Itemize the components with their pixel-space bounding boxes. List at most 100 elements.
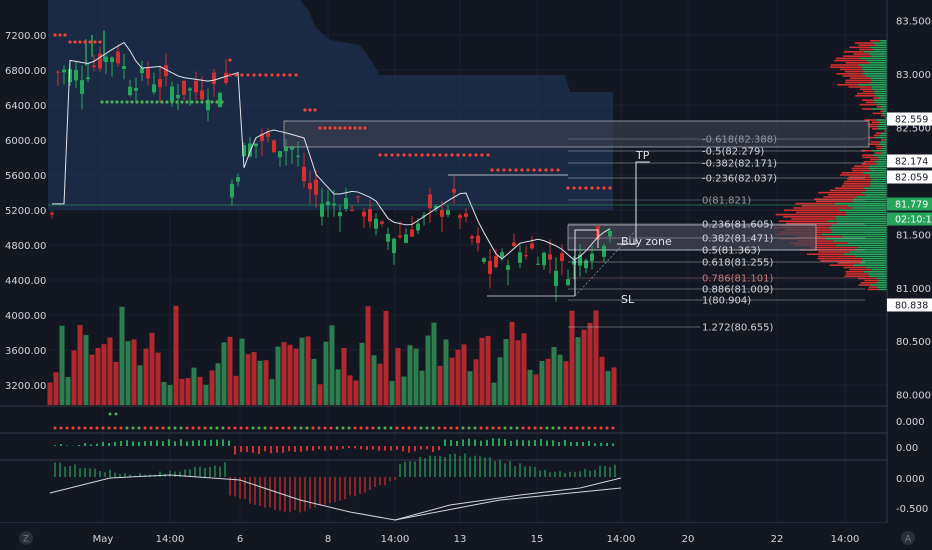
sar-dot [145,100,149,104]
profile-bar-green [869,275,887,277]
panel1-dot [287,426,291,430]
volume-bar [593,310,599,405]
profile-bar-red [806,253,845,255]
profile-bar-red [778,220,828,222]
panel1-dot [539,426,543,430]
profile-bar-red [867,143,879,145]
volume-bar [431,322,437,405]
candle-body [110,57,114,63]
profile-bar-green [869,62,887,64]
panel1-dot [185,426,189,430]
profile-bar-green [870,185,887,187]
panel1-dot [137,426,141,430]
volume-bar [77,325,83,405]
panel1-dot [269,426,273,430]
candle-body [320,203,324,217]
profile-bar-green [835,216,887,218]
panel1-dot [545,426,549,430]
candle-body [296,155,300,157]
candle-body [374,218,378,229]
profile-bar-green [881,106,887,108]
left-axis-label: 3600.00 [5,346,46,357]
candle-body [158,79,162,88]
sar-dot [486,153,490,157]
sar-dot [270,73,274,77]
volume-bar [575,337,581,405]
sar-dot [190,100,194,104]
profile-bar-green [871,88,887,90]
profile-bar-green [878,128,887,130]
volume-bar [443,339,449,405]
profile-bar-green [836,222,887,225]
profile-bar-green [874,161,887,163]
fibonacci-levels[interactable]: -0.618(82.388)-0.5(82.279)-0.382(82.171)… [48,135,887,334]
profile-bar-red [858,284,871,286]
candle-body [428,194,432,209]
sar-dot [363,126,367,130]
panel1-dot [491,426,495,430]
profile-bar-red [868,286,877,288]
panel1-dot [395,426,399,430]
buy-zone-label: Buy zone [621,235,672,248]
profile-bar-red [866,123,879,126]
panel1-dot [473,426,477,430]
candle-body [128,86,132,96]
profile-bar-red [847,178,873,181]
price-badge-label: 82.059 [895,173,928,184]
panel1-dot [509,426,513,430]
profile-bar-green [828,227,887,229]
profile-bar-green [859,57,887,60]
candle-body [464,213,468,217]
profile-bar-red [844,70,865,73]
sar-dot [78,40,82,44]
panel1-dot [83,426,87,430]
panel1-dot [209,426,213,430]
profile-bar-red [830,66,863,68]
volume-bar [353,380,359,405]
fib-label: 1.272(80.655) [702,323,774,334]
sar-dot [602,186,606,190]
panel1-dot [347,426,351,430]
profile-bar-green [831,224,887,227]
panel1-dot [53,426,57,430]
volume-bar [89,354,95,405]
fib-label: 0.886(81.009) [702,285,774,296]
profile-bar-red [843,51,865,53]
candle-body [362,211,366,217]
profile-bar-green [876,286,887,288]
panel1-dot [221,426,225,430]
profile-bar-red [817,257,863,260]
candle-body [470,236,474,239]
candle-body [488,260,492,274]
sar-dot [408,153,412,157]
candle-body [434,206,438,209]
profile-bar-green [862,73,887,75]
profile-bar-green [853,264,887,266]
price-badge [887,212,932,226]
candle-body [446,210,450,215]
candle-body [212,72,216,84]
sar-dot [155,100,159,104]
price-badge-label: 82.559 [895,115,928,126]
profile-bar-red [880,110,884,112]
profile-bar-green [862,257,887,260]
volume-bar [221,342,227,405]
sar-dot [228,73,232,77]
volume-bar [239,338,245,405]
profile-bar-green [872,154,887,156]
panel1-dot [401,426,405,430]
panel1-dot [359,426,363,430]
right-axis-label: 81.500 [896,230,931,241]
profile-bar-red [867,288,879,291]
volume-bar [365,306,371,405]
right-axis-bg [887,0,932,550]
panel1-dot [335,426,339,430]
profile-bar-green [835,244,887,247]
sar-dot [432,153,436,157]
volume-bar [407,345,413,405]
profile-bar-green [870,284,887,286]
fib-label: 0.236(81.605) [702,220,774,231]
profile-bar-green [876,277,887,280]
trade-drawings[interactable]: TP Buy zone SL [448,149,672,306]
